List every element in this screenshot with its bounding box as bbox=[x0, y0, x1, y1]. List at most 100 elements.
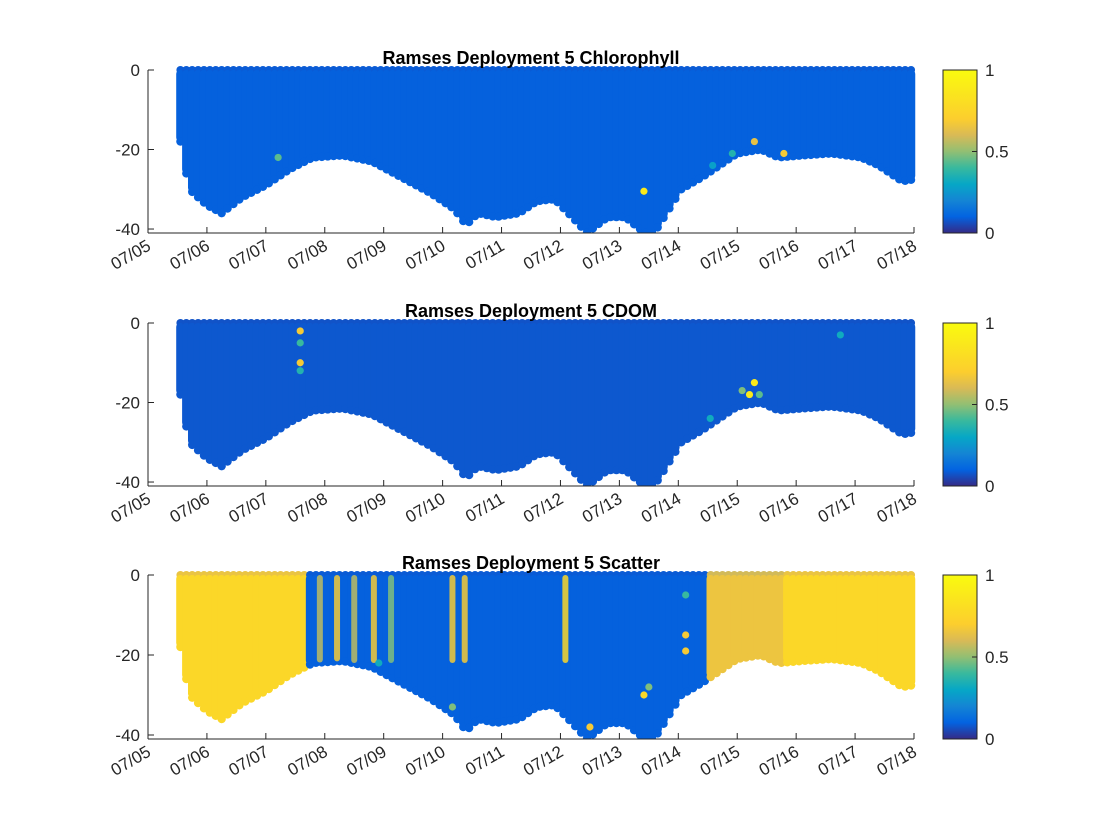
data-point bbox=[517, 712, 527, 722]
colorbar bbox=[942, 574, 978, 740]
x-tick-label: 07/10 bbox=[402, 489, 448, 527]
x-tick-label: 07/09 bbox=[343, 742, 389, 780]
data-point bbox=[671, 447, 680, 457]
data-point bbox=[906, 70, 916, 180]
x-tick-label: 07/09 bbox=[343, 489, 389, 527]
x-tick-label: 07/14 bbox=[638, 742, 684, 780]
data-point bbox=[588, 477, 598, 486]
x-tick-label: 07/07 bbox=[225, 742, 271, 780]
data-point bbox=[264, 179, 273, 188]
data-point bbox=[718, 159, 727, 168]
data-point bbox=[523, 708, 533, 718]
data-point bbox=[755, 390, 763, 399]
x-tick-label: 07/06 bbox=[167, 236, 213, 274]
chart-title: Ramses Deployment 5 CDOM bbox=[405, 301, 657, 321]
data-point bbox=[659, 213, 668, 223]
data-point bbox=[645, 683, 653, 691]
data-point bbox=[217, 208, 226, 218]
data-point bbox=[906, 681, 916, 690]
x-tick-label: 07/10 bbox=[402, 236, 448, 274]
data-point bbox=[562, 575, 569, 663]
data-point bbox=[448, 703, 457, 711]
data-point bbox=[351, 575, 358, 663]
data-point bbox=[706, 672, 715, 682]
x-tick-label: 07/07 bbox=[225, 236, 271, 274]
data-point bbox=[229, 705, 238, 715]
x-tick-label: 07/18 bbox=[874, 489, 920, 527]
data-point bbox=[588, 730, 598, 739]
data-point bbox=[612, 212, 621, 222]
data-point bbox=[223, 710, 232, 719]
y-tick-label: -20 bbox=[115, 141, 140, 160]
data-point bbox=[612, 465, 621, 475]
data-point bbox=[270, 428, 279, 437]
data-point bbox=[296, 359, 304, 367]
data-point bbox=[276, 424, 285, 433]
colorbar-tick-label: 1 bbox=[985, 61, 994, 80]
colorbar-tick-label: 0.5 bbox=[985, 396, 1009, 415]
data-point bbox=[682, 647, 690, 655]
data-point bbox=[461, 575, 468, 663]
x-tick-label: 07/06 bbox=[167, 742, 213, 780]
data-markers-2 bbox=[176, 319, 916, 486]
data-point bbox=[594, 725, 603, 735]
data-point bbox=[517, 206, 527, 216]
y-tick-label: 0 bbox=[131, 566, 140, 585]
x-tick-label: 07/14 bbox=[638, 489, 684, 527]
x-tick-label: 07/17 bbox=[815, 236, 861, 274]
data-point bbox=[296, 339, 304, 347]
data-point bbox=[659, 719, 668, 728]
data-point bbox=[223, 204, 232, 213]
data-point bbox=[464, 470, 474, 480]
data-point bbox=[586, 723, 594, 731]
x-tick-label: 07/07 bbox=[225, 489, 271, 527]
x-tick-label: 07/08 bbox=[284, 742, 330, 780]
y-tick-label: -40 bbox=[115, 473, 140, 492]
colorbar bbox=[942, 69, 978, 234]
x-tick-label: 07/13 bbox=[579, 236, 625, 274]
data-point bbox=[659, 466, 668, 476]
y-tick-label: 0 bbox=[131, 314, 140, 333]
data-point bbox=[296, 367, 304, 375]
data-point bbox=[270, 680, 279, 690]
data-point bbox=[906, 175, 916, 185]
data-point bbox=[229, 452, 238, 462]
data-point bbox=[724, 660, 733, 670]
data-point bbox=[700, 171, 710, 180]
data-point bbox=[594, 472, 603, 482]
data-point bbox=[640, 691, 648, 699]
data-point bbox=[836, 331, 844, 339]
x-tick-label: 07/11 bbox=[462, 742, 507, 779]
data-point bbox=[653, 223, 662, 232]
data-markers-3 bbox=[176, 571, 916, 739]
data-point bbox=[449, 575, 456, 663]
colorbar-tick-label: 1 bbox=[985, 566, 994, 585]
data-point bbox=[906, 575, 916, 686]
data-point bbox=[296, 327, 304, 335]
x-tick-label: 07/12 bbox=[520, 742, 566, 780]
x-tick-label: 07/09 bbox=[343, 236, 389, 274]
data-point bbox=[750, 137, 759, 146]
data-point bbox=[706, 167, 715, 176]
x-tick-label: 07/15 bbox=[697, 489, 743, 527]
x-tick-label: 07/16 bbox=[756, 742, 802, 780]
x-tick-label: 07/17 bbox=[815, 489, 861, 527]
data-point bbox=[229, 199, 238, 209]
data-point bbox=[650, 485, 654, 486]
data-point bbox=[718, 412, 727, 421]
data-point bbox=[780, 149, 788, 158]
data-point bbox=[665, 204, 674, 213]
colorbar-tick-label: 0.5 bbox=[985, 143, 1009, 162]
x-tick-label: 07/05 bbox=[108, 236, 154, 274]
x-tick-label: 07/05 bbox=[108, 489, 154, 527]
data-point bbox=[738, 386, 746, 395]
data-point bbox=[700, 424, 710, 433]
colorbar-tick-label: 0 bbox=[985, 730, 994, 749]
data-point bbox=[640, 187, 648, 195]
data-point bbox=[712, 668, 721, 678]
x-tick-label: 07/13 bbox=[579, 742, 625, 780]
x-tick-label: 07/12 bbox=[520, 489, 566, 527]
